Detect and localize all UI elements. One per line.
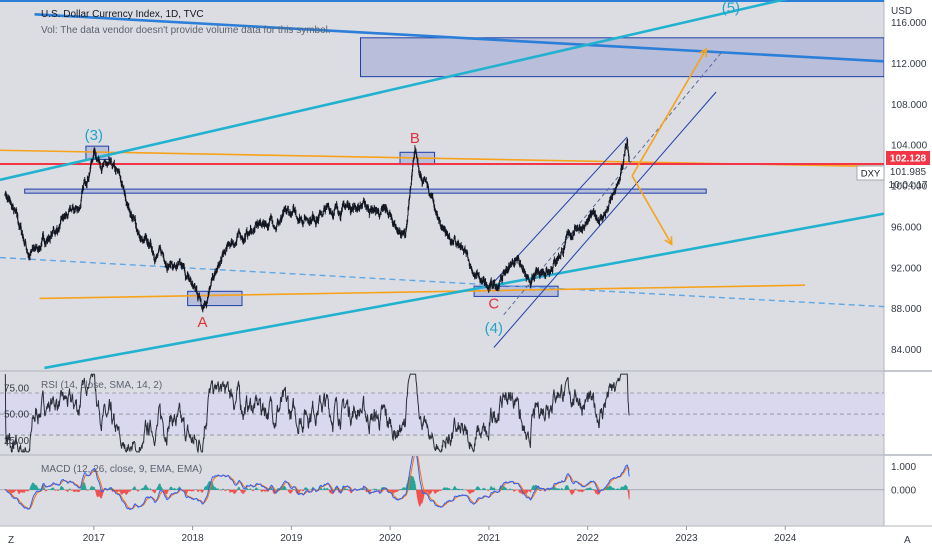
rsi-tick-label: 25.00 xyxy=(4,436,29,447)
macd-pane-bg[interactable] xyxy=(0,456,884,526)
time-axis[interactable] xyxy=(0,526,932,550)
wave-label-4[interactable]: C xyxy=(488,296,499,313)
projection-arrow-down[interactable] xyxy=(631,175,673,245)
symbol-badge[interactable] xyxy=(856,165,885,181)
price-tick-label: 112.000 xyxy=(891,59,927,70)
price-tick-label: 92.000 xyxy=(891,263,922,274)
macd-line[interactable] xyxy=(4,449,630,510)
macd-tick-label: 1.000 xyxy=(891,462,916,473)
time-tick-label: 2023 xyxy=(675,533,698,544)
rsi-tick-label: 50.00 xyxy=(4,410,29,421)
time-tick-label: 2019 xyxy=(280,533,303,544)
axes: 116.000 112.000 108.000 104.000 100.000 96.00… xyxy=(4,18,928,544)
wave-label-0[interactable]: (3) xyxy=(85,127,103,144)
price-tick-label: 100.000 xyxy=(891,182,928,193)
time-tick-label: 2020 xyxy=(379,533,402,544)
time-tick-label: 2024 xyxy=(774,533,797,544)
time-tick-label: 2018 xyxy=(181,533,204,544)
wave-label-5[interactable]: (4) xyxy=(485,320,503,337)
price-scale[interactable] xyxy=(884,0,932,526)
a-icon[interactable]: A xyxy=(904,535,911,546)
macd-tick-label: 0.000 xyxy=(891,485,916,496)
countdown-text: 10:04:17 xyxy=(889,180,928,191)
price-tick-label: 88.000 xyxy=(891,304,922,315)
close-price-text: 101.985 xyxy=(890,167,927,178)
price-candles[interactable] xyxy=(4,138,630,313)
time-tick-label: 2021 xyxy=(478,533,501,544)
channel-upper[interactable] xyxy=(493,136,628,283)
support-resistance-band[interactable] xyxy=(24,188,707,194)
wave-a-zone[interactable] xyxy=(187,290,243,307)
cyan-lower-trend[interactable] xyxy=(44,212,884,370)
orange-lower-line[interactable] xyxy=(39,284,805,300)
wave-label-1[interactable]: B xyxy=(410,130,420,147)
projection-arrow-up-head[interactable] xyxy=(698,47,708,58)
rsi-line[interactable] xyxy=(4,373,630,454)
price-tick-label: 116.000 xyxy=(891,18,927,29)
rsi-pane[interactable] xyxy=(0,373,884,454)
projection-arrow-down-head[interactable] xyxy=(664,236,673,246)
chart-title: U.S. Dollar Currency Index, 1D, TVC xyxy=(41,9,204,20)
currency-label: USD xyxy=(891,6,912,17)
wave-label-2[interactable]: (5) xyxy=(722,0,740,16)
price-tick-label: 104.000 xyxy=(891,141,928,152)
volume-note: Vol: The data vendor doesn't provide vol… xyxy=(41,25,331,36)
z-icon[interactable]: Z xyxy=(8,535,14,546)
time-tick-label: 2022 xyxy=(577,533,600,544)
main-price-pane[interactable]: (3) B (5) A C (4) xyxy=(0,0,884,370)
projection-arrow-up[interactable] xyxy=(631,48,707,177)
rsi-label[interactable]: RSI (14, close, SMA, 14, 2) xyxy=(41,380,162,391)
macd-pane[interactable] xyxy=(0,449,884,510)
time-tick-label: 2017 xyxy=(83,533,106,544)
channel-median[interactable] xyxy=(503,52,722,316)
dashed-support-line[interactable] xyxy=(0,256,884,308)
channel-lower[interactable] xyxy=(493,91,717,348)
cyan-upper-trend[interactable] xyxy=(0,0,884,182)
blue-resistance-line[interactable] xyxy=(34,13,884,63)
rsi-tick-label: 75.00 xyxy=(4,383,29,394)
symbol-text[interactable]: DXY xyxy=(861,169,881,180)
price-tick-label: 108.000 xyxy=(891,100,928,111)
price-tick-label: 84.000 xyxy=(891,345,922,356)
last-price-text: 102.128 xyxy=(890,154,927,165)
price-tick-label: 96.000 xyxy=(891,222,922,233)
wave-label-3[interactable]: A xyxy=(197,314,207,331)
last-price-badge xyxy=(886,151,930,165)
macd-label[interactable]: MACD (12, 26, close, 9, EMA, EMA) xyxy=(41,464,202,475)
